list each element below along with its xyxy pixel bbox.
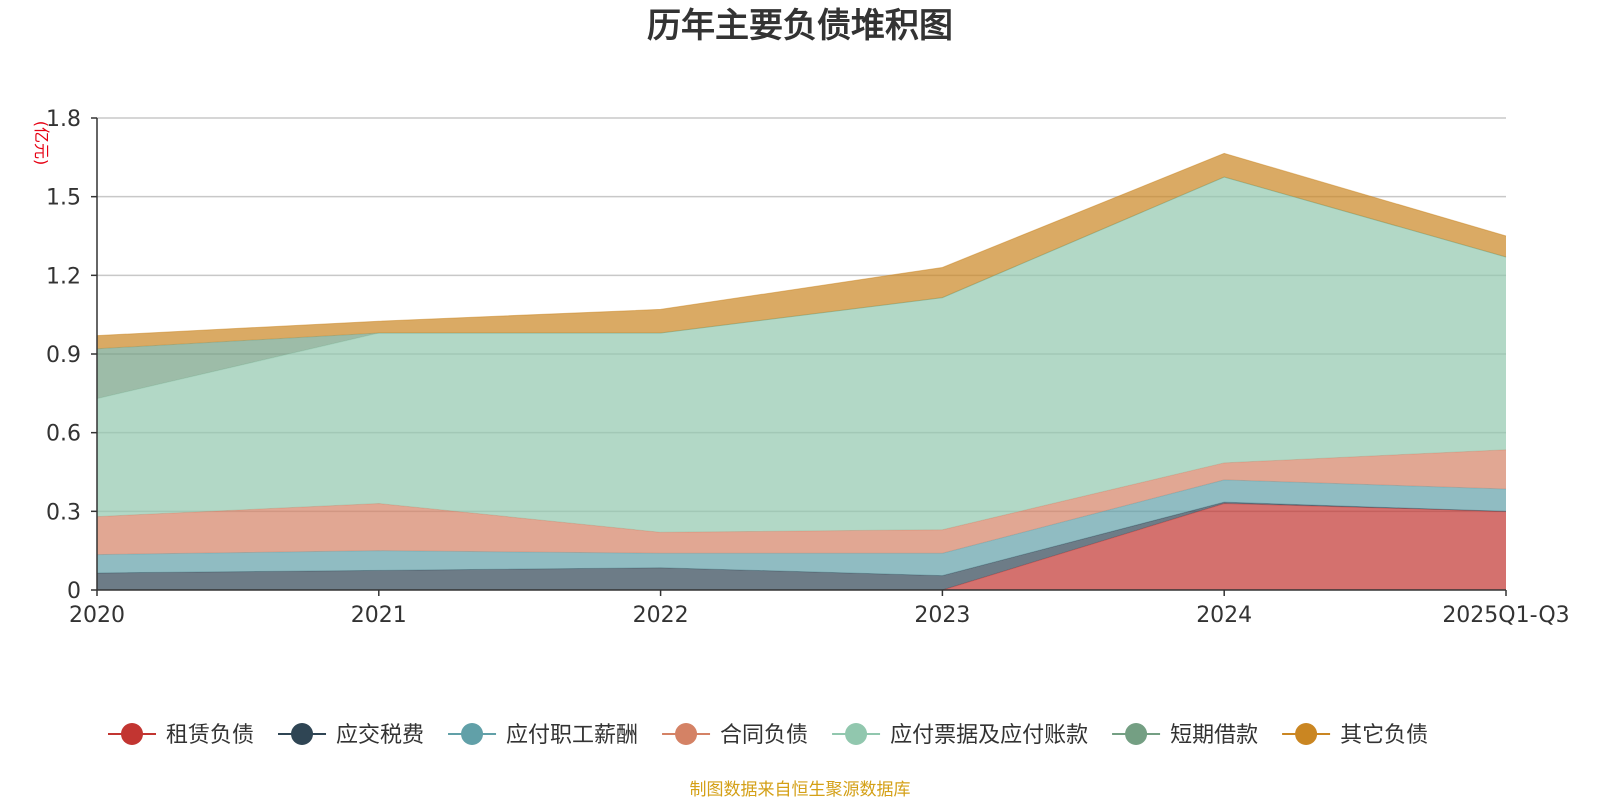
line-其它负债 xyxy=(96,152,1507,337)
legend-item[interactable]: 应交税费 xyxy=(278,723,424,748)
legend-item[interactable]: 合同负债 xyxy=(662,723,808,748)
area-应付票据及应付账款 xyxy=(97,177,1506,533)
legend-item[interactable]: 应付票据及应付账款 xyxy=(832,723,1088,748)
x-tick-label: 2024 xyxy=(1196,603,1252,628)
axes: 0 0.3 0.6 0.9 1.2 1.5 1.8 2020 2021 2022 2023 2024 2… xyxy=(46,107,1570,628)
legend-marker xyxy=(845,723,868,745)
area-其它负债 xyxy=(97,153,1506,349)
line-应付职工薪酬 xyxy=(96,479,1507,556)
series-areas xyxy=(96,152,1507,591)
y-tick-label: 1.5 xyxy=(46,186,81,211)
legend-label: 应交税费 xyxy=(336,723,424,748)
legend-label: 短期借款 xyxy=(1170,723,1258,748)
legend-marker xyxy=(461,723,484,745)
chart-title: 历年主要负债堆积图 xyxy=(647,6,953,46)
area-租赁负债 xyxy=(97,503,1506,590)
legend: 租赁负债 应交税费 应付职工薪酬 合同负债 应付票据及应付账款 短期借款 其它负债 xyxy=(108,723,1428,748)
legend-label: 其它负债 xyxy=(1340,723,1428,748)
x-tick-label: 2025Q1-Q3 xyxy=(1442,603,1569,628)
x-tick-label: 2021 xyxy=(351,603,407,628)
x-tick-label: 2023 xyxy=(914,603,970,628)
source-note: 制图数据来自恒生聚源数据库 xyxy=(690,780,911,800)
legend-item[interactable]: 其它负债 xyxy=(1282,723,1428,748)
legend-item[interactable]: 短期借款 xyxy=(1112,723,1258,748)
legend-item[interactable]: 租赁负债 xyxy=(108,723,254,748)
y-tick-label: 0.3 xyxy=(46,500,81,525)
legend-marker xyxy=(1125,723,1148,745)
legend-marker xyxy=(675,723,698,745)
x-tick-label: 2022 xyxy=(633,603,689,628)
y-tick-label: 0.9 xyxy=(46,343,81,368)
y-tick-label: 1.2 xyxy=(46,264,81,289)
legend-label: 租赁负债 xyxy=(166,723,254,748)
y-tick-label: 0.6 xyxy=(46,422,81,447)
y-axis-unit-label: (亿元) xyxy=(32,121,51,166)
legend-marker xyxy=(121,723,143,745)
y-tick-label: 0 xyxy=(67,579,81,604)
legend-item[interactable]: 应付职工薪酬 xyxy=(448,723,638,748)
legend-marker xyxy=(1295,723,1318,745)
area-应交税费 xyxy=(97,502,1506,590)
legend-marker xyxy=(291,723,314,745)
x-tick-label: 2020 xyxy=(69,603,125,628)
legend-label: 合同负债 xyxy=(720,723,808,748)
legend-label: 应付职工薪酬 xyxy=(506,723,638,748)
y-tick-label: 1.8 xyxy=(46,107,81,132)
legend-label: 应付票据及应付账款 xyxy=(890,723,1088,748)
area-合同负债 xyxy=(97,449,1506,555)
